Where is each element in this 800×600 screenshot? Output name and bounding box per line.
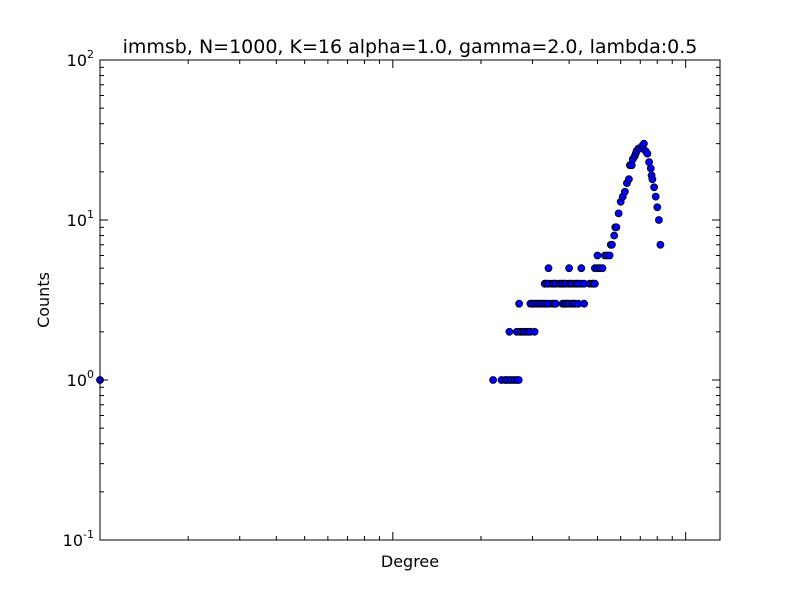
scatter-point [656, 240, 665, 249]
scatter-point [645, 158, 653, 167]
scatter-point [621, 187, 629, 196]
scatter-point [648, 175, 657, 184]
scatter-point [515, 299, 523, 308]
scatter-point [605, 251, 614, 260]
scatter-point [593, 251, 602, 260]
scatter-point [591, 279, 599, 288]
scatter-point [551, 299, 560, 308]
scatter-point [653, 203, 662, 212]
scatter-point [598, 264, 607, 273]
scatter-point [650, 183, 658, 192]
scatter-point [608, 240, 616, 249]
scatter-point [565, 264, 573, 273]
y-tick-label: 102 [67, 48, 94, 70]
scatter-point [646, 164, 655, 173]
plot-frame [99, 59, 721, 541]
scatter-points [96, 139, 665, 384]
scatter-point [655, 216, 663, 224]
scatter-point [505, 327, 514, 336]
scatter-point [640, 139, 648, 148]
scatter-point [651, 192, 660, 201]
scatter-point [489, 376, 498, 384]
chart-title: immsb, N=1000, K=16 alpha=1.0, gamma=2.0… [123, 36, 698, 58]
scatter-point [544, 264, 553, 273]
y-tick-label: 101 [67, 208, 94, 230]
scatter-point [580, 299, 588, 308]
scatter-point [514, 376, 523, 384]
scatter-point [610, 231, 619, 240]
y-axis-label: Counts [34, 272, 53, 328]
scatter-point [643, 149, 652, 158]
y-tick-label: 100 [67, 368, 94, 390]
scatter-point [612, 223, 621, 232]
axis-ticks: 10-1 100 101 102 [63, 48, 720, 550]
y-tick-label: 10-1 [63, 528, 94, 550]
scatter-point [614, 209, 623, 218]
scatter-point [625, 175, 633, 184]
scatter-point [577, 264, 586, 273]
scatter-point [530, 327, 539, 336]
x-axis-label: Degree [381, 552, 439, 571]
